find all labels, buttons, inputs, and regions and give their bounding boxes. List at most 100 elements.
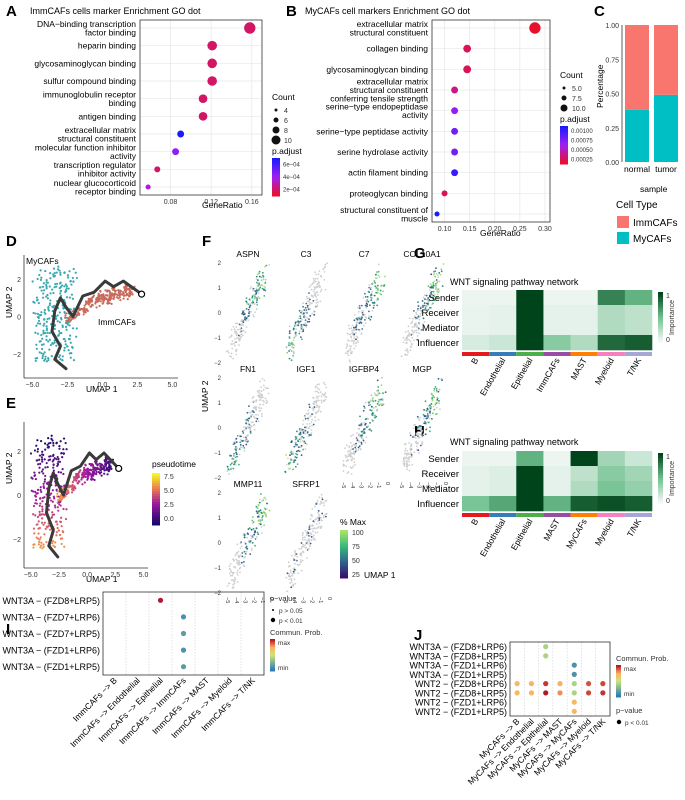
feature-cell-point	[299, 434, 302, 437]
feature-cell-point	[262, 399, 264, 402]
umap-cell-point	[117, 290, 120, 294]
feature-cell-point	[309, 298, 311, 301]
commun-prob-colorbar-segment	[270, 658, 275, 661]
umap-cell-point	[119, 292, 122, 295]
umap-cell-point	[106, 461, 110, 464]
padjust-colorbar-segment	[272, 173, 280, 176]
feature-cell-point	[321, 512, 324, 515]
feature-cell-point	[255, 275, 258, 278]
communication-point	[571, 681, 577, 687]
heatmap-cell	[543, 320, 571, 336]
umap-cell-point	[83, 466, 86, 470]
umap-cell-point	[44, 357, 47, 361]
feature-cell-point	[263, 289, 265, 291]
padjust-colorbar-segment	[272, 163, 280, 167]
feature-cell-point	[380, 403, 382, 406]
heatmap-cell	[624, 496, 653, 512]
feature-cell-point	[350, 327, 353, 330]
umap-cell-point	[36, 312, 39, 315]
feature-cell-point	[368, 286, 370, 289]
feature-cell-point	[349, 449, 352, 452]
feature-cell-point	[295, 450, 298, 453]
feature-cell-point	[230, 352, 233, 355]
umap-cell-point	[46, 331, 49, 334]
feature-cell-point	[316, 531, 319, 534]
feature-cell-point	[315, 400, 317, 403]
heatmap-column-label: MyCAFs	[564, 517, 589, 550]
feature-cell-point	[376, 292, 379, 294]
heatmap-cell	[597, 305, 626, 321]
feature-cell-point	[238, 559, 240, 562]
feature-cell-point	[306, 431, 309, 433]
feature-cell-point	[255, 510, 258, 513]
feature-cell-point	[422, 409, 425, 411]
feature-cell-point	[232, 455, 235, 457]
feature-cell-point	[247, 434, 249, 436]
y-tick-label: 1.00	[605, 23, 619, 30]
feature-cell-point	[227, 582, 230, 585]
feature-cell-point	[296, 320, 299, 323]
feature-cell-point	[364, 316, 367, 318]
heatmap-cell	[462, 451, 490, 467]
feature-cell-point	[312, 277, 315, 280]
feature-colorbar-segment	[340, 539, 348, 543]
feature-cell-point	[344, 447, 346, 449]
heatmap-column-color-strip	[516, 352, 544, 356]
feature-cell-point	[230, 335, 233, 338]
umap-cell-point	[51, 439, 54, 442]
umap-cell-point	[105, 298, 108, 301]
feature-cell-point	[323, 267, 326, 269]
feature-cell-point	[376, 394, 379, 397]
feature-cell-point	[432, 412, 434, 415]
feature-cell-point	[262, 403, 265, 406]
feature-cell-point	[318, 406, 321, 409]
umap-cell-point	[127, 287, 130, 290]
umap-cell-point	[61, 496, 64, 500]
feature-cell-point	[250, 547, 253, 550]
feature-cell-point	[252, 395, 255, 398]
umap-cell-point	[73, 485, 76, 489]
feature-cell-point	[261, 500, 263, 503]
feature-cell-point	[239, 542, 242, 545]
feature-cell-point	[307, 539, 310, 542]
umap-cell-point	[75, 276, 78, 280]
umap-cell-point	[35, 502, 39, 505]
umap-cell-point	[53, 545, 56, 548]
feature-cell-point	[420, 425, 422, 428]
feature-cell-point	[247, 308, 250, 311]
feature-cell-point	[254, 544, 256, 547]
feature-cell-point	[352, 433, 354, 436]
feature-cell-point	[365, 426, 368, 429]
feature-cell-point	[294, 443, 297, 446]
feature-cell-point	[265, 514, 268, 517]
feature-cell-point	[415, 329, 418, 332]
feature-cell-point	[321, 498, 324, 501]
feature-cell-point	[374, 282, 376, 284]
padjust-colorbar-segment	[272, 192, 280, 195]
feature-cell-point	[309, 535, 311, 537]
feature-colorbar-segment	[340, 537, 348, 541]
feature-cell-point	[376, 284, 379, 287]
communication-point	[557, 690, 563, 696]
feature-cell-point	[367, 300, 370, 303]
heatmap-cell	[543, 290, 571, 306]
feature-cell-point	[258, 272, 260, 275]
feature-cell-point	[251, 542, 254, 544]
umap-cell-point	[87, 471, 90, 474]
feature-cell-point	[418, 427, 421, 429]
feature-cell-point	[307, 427, 310, 430]
umap-cell-point	[58, 356, 61, 359]
umap-cell-point	[55, 285, 58, 288]
feature-cell-point	[240, 435, 242, 438]
umap-cell-point	[61, 325, 64, 329]
umap-cell-point	[64, 517, 68, 521]
umap-cell-point	[64, 288, 68, 292]
feature-cell-point	[292, 327, 295, 330]
umap-cell-point	[122, 291, 125, 294]
feature-cell-point	[427, 285, 430, 288]
umap-cell-point	[62, 452, 65, 455]
feature-cell-point	[431, 397, 434, 400]
umap-cell-point	[57, 457, 60, 461]
feature-cell-point	[291, 554, 293, 557]
